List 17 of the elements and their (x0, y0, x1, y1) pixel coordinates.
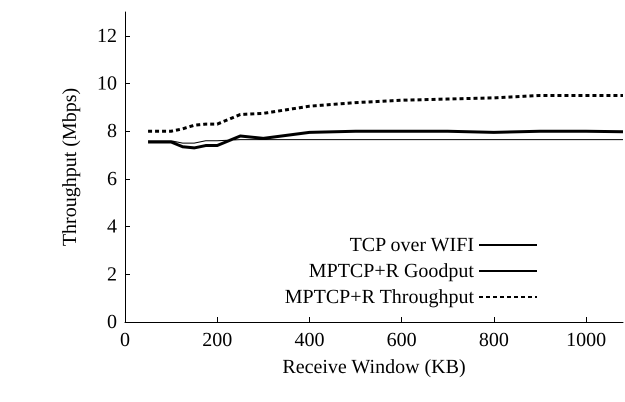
x-tick-label: 400 (294, 329, 324, 351)
legend-label: MPTCP+R Throughput (284, 286, 474, 308)
y-tick-label: 4 (107, 216, 117, 238)
x-axis-title: Receive Window (KB) (282, 356, 466, 378)
y-axis-title: Throughput (Mbps) (59, 88, 81, 246)
x-tick-label: 200 (202, 329, 232, 351)
y-tick-label: 10 (97, 72, 117, 95)
legend-label: MPTCP+R Goodput (308, 260, 474, 282)
x-tick-label: 800 (478, 329, 509, 351)
y-tick-label: 0 (107, 311, 117, 333)
x-tick-label: 600 (386, 329, 417, 351)
y-tick-label: 8 (107, 120, 117, 142)
x-tick-label: 1000 (566, 329, 606, 351)
legend-label: TCP over WIFI (350, 234, 474, 256)
y-tick-label: 6 (107, 168, 117, 190)
y-tick-label: 2 (107, 263, 117, 286)
y-tick-label: 12 (97, 24, 117, 47)
